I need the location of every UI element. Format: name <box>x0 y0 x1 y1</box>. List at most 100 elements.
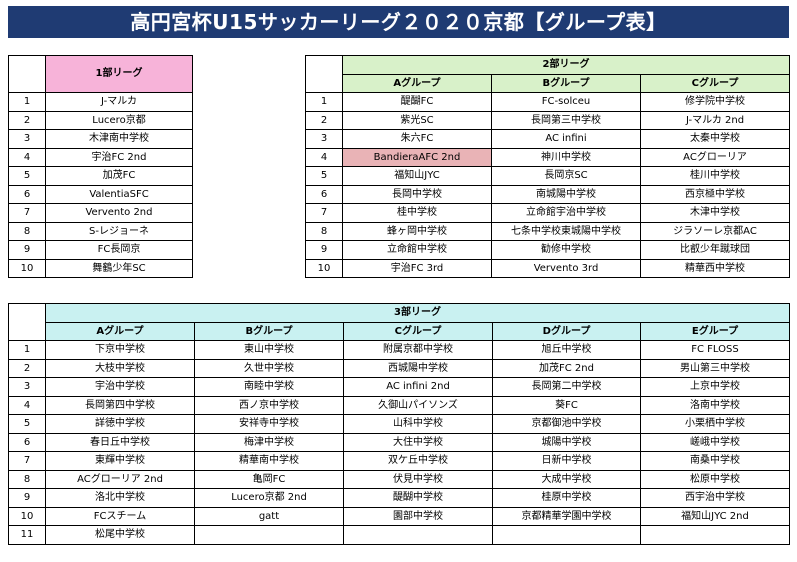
team-cell: J-マルカ <box>45 92 193 112</box>
team-cell: 修学院中学校 <box>639 92 791 112</box>
row-number: 4 <box>8 147 46 167</box>
table-row: 8 蜂ヶ岡中学校 七条中学校東城陽中学校 ジラソーレ京都AC <box>305 221 791 241</box>
row-number: 6 <box>8 432 46 452</box>
table-row: 9 立命館中学校 勧修中学校 比叡少年蹴球団 <box>305 240 791 260</box>
table-row: 6 春日丘中学校 梅津中学校 大住中学校 城陽中学校 嵯峨中学校 <box>8 432 790 452</box>
team-cell: FC FLOSS <box>640 340 790 360</box>
row-number: 1 <box>305 92 343 112</box>
team-cell <box>194 525 344 545</box>
row-number: 3 <box>8 377 46 397</box>
team-cell: 附属京都中学校 <box>343 340 493 360</box>
table-row: 2 大枝中学校 久世中学校 西城陽中学校 加茂FC 2nd 男山第三中学校 <box>8 358 790 378</box>
team-cell: 西ノ京中学校 <box>194 395 344 415</box>
table-row: 2 Lucero京都 <box>8 110 193 130</box>
team-cell: 双ケ丘中学校 <box>343 451 493 471</box>
team-cell: 精華南中学校 <box>194 451 344 471</box>
team-cell: 木津中学校 <box>639 203 791 223</box>
team-cell: FC-solceu <box>491 92 641 112</box>
team-cell: 城陽中学校 <box>492 432 641 452</box>
row-number: 8 <box>8 221 46 241</box>
league2-group-c: Cグループ <box>639 73 791 93</box>
row-number: 7 <box>8 203 46 223</box>
row-number: 5 <box>8 166 46 186</box>
table-row: 2 紫光SC 長岡第三中学校 J-マルカ 2nd <box>305 110 791 130</box>
team-cell: S-レジョーネ <box>45 221 193 241</box>
row-number: 1 <box>8 340 46 360</box>
team-cell: 加茂FC 2nd <box>492 358 641 378</box>
team-cell: 嵯峨中学校 <box>640 432 790 452</box>
league3-table: 3部リーグ Aグループ Bグループ Cグループ Dグループ Eグループ 1 下京中… <box>8 303 790 545</box>
team-cell: 園部中学校 <box>343 506 493 526</box>
team-cell: 南桑中学校 <box>640 451 790 471</box>
table-row: 9 FC長岡京 <box>8 240 193 260</box>
table-row: 8 ACグローリア 2nd 亀岡FC 伏見中学校 大成中学校 松原中学校 <box>8 469 790 489</box>
table-row: 5 詳徳中学校 安祥寺中学校 山科中学校 京都御池中学校 小栗栖中学校 <box>8 414 790 434</box>
table-row: 5 福知山JYC 長岡京SC 桂川中学校 <box>305 166 791 186</box>
team-cell: 桂原中学校 <box>492 488 641 508</box>
team-cell: 洛北中学校 <box>45 488 195 508</box>
team-cell: 伏見中学校 <box>343 469 493 489</box>
team-cell: 京都精華学園中学校 <box>492 506 641 526</box>
league2-group-a: Aグループ <box>342 73 492 93</box>
league3-group-d: Dグループ <box>492 321 641 341</box>
league3-group-a: Aグループ <box>45 321 195 341</box>
table-row: 1 J-マルカ <box>8 92 193 112</box>
team-cell: 蜂ヶ岡中学校 <box>342 221 492 241</box>
team-cell: ACグローリア <box>639 147 791 167</box>
team-cell: AC infini <box>491 129 641 149</box>
row-number: 9 <box>8 240 46 260</box>
team-cell: 醍醐中学校 <box>343 488 493 508</box>
league2-corner <box>305 55 343 93</box>
team-cell: 桂中学校 <box>342 203 492 223</box>
league2-table: 2部リーグ Aグループ Bグループ Cグループ 1 醍醐FC FC-solceu 修学… <box>305 55 791 278</box>
row-number: 4 <box>305 147 343 167</box>
team-cell: Vervento 2nd <box>45 203 193 223</box>
team-cell: 舞鶴少年SC <box>45 258 193 278</box>
table-row: 4 長岡第四中学校 西ノ京中学校 久御山パイソンズ 葵FC 洛南中学校 <box>8 395 790 415</box>
team-cell: 西宇治中学校 <box>640 488 790 508</box>
table-row: 11 松尾中学校 <box>8 525 790 545</box>
team-cell: 旭丘中学校 <box>492 340 641 360</box>
page-title: 高円宮杯U15サッカーリーグ２０２０京都【グループ表】 <box>8 6 789 38</box>
team-cell: gatt <box>194 506 344 526</box>
table-row: 3 宇治中学校 南睦中学校 AC infini 2nd 長岡第二中学校 上京中学校 <box>8 377 790 397</box>
team-cell: 福知山JYC 2nd <box>640 506 790 526</box>
table-row: 6 ValentiaSFC <box>8 184 193 204</box>
row-number: 8 <box>8 469 46 489</box>
table-row: 10 FCスチーム gatt 園部中学校 京都精華学園中学校 福知山JYC 2nd <box>8 506 790 526</box>
team-cell: 加茂FC <box>45 166 193 186</box>
team-cell: 大住中学校 <box>343 432 493 452</box>
row-number: 10 <box>8 506 46 526</box>
team-cell: 梅津中学校 <box>194 432 344 452</box>
table-row: 5 加茂FC <box>8 166 193 186</box>
team-cell: 七条中学校東城陽中学校 <box>491 221 641 241</box>
table-row: 8 S-レジョーネ <box>8 221 193 241</box>
team-cell: Lucero京都 <box>45 110 193 130</box>
team-cell: 大枝中学校 <box>45 358 195 378</box>
row-number: 3 <box>8 129 46 149</box>
row-number: 9 <box>8 488 46 508</box>
team-cell: 東輝中学校 <box>45 451 195 471</box>
team-cell: 西京極中学校 <box>639 184 791 204</box>
table-row: 9 洛北中学校 Lucero京都 2nd 醍醐中学校 桂原中学校 西宇治中学校 <box>8 488 790 508</box>
row-number: 6 <box>8 184 46 204</box>
table-row: 10 宇治FC 3rd Vervento 3rd 精華西中学校 <box>305 258 791 278</box>
team-cell: 長岡中学校 <box>342 184 492 204</box>
team-cell: Vervento 3rd <box>491 258 641 278</box>
team-cell: 神川中学校 <box>491 147 641 167</box>
team-cell: AC infini 2nd <box>343 377 493 397</box>
team-cell: FCスチーム <box>45 506 195 526</box>
row-number: 4 <box>8 395 46 415</box>
team-cell: 大成中学校 <box>492 469 641 489</box>
team-cell: 松尾中学校 <box>45 525 195 545</box>
team-cell: 京都御池中学校 <box>492 414 641 434</box>
row-number: 2 <box>8 110 46 130</box>
team-cell: 宇治FC 2nd <box>45 147 193 167</box>
team-cell: ジラソーレ京都AC <box>639 221 791 241</box>
row-number: 3 <box>305 129 343 149</box>
team-cell: 勧修中学校 <box>491 240 641 260</box>
team-cell <box>492 525 641 545</box>
league3-group-b: Bグループ <box>194 321 344 341</box>
team-cell: 安祥寺中学校 <box>194 414 344 434</box>
team-cell: 南城陽中学校 <box>491 184 641 204</box>
